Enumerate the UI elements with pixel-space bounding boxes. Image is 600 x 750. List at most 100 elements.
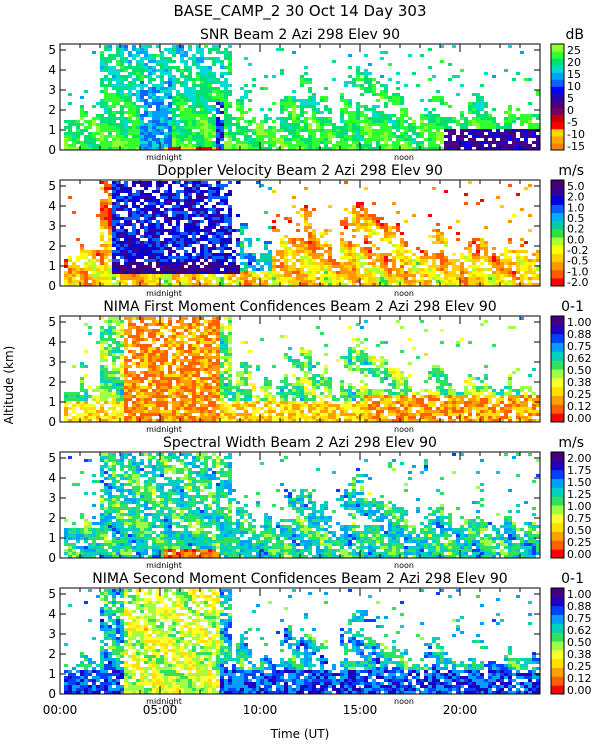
heatmap-cell (432, 99, 436, 102)
heatmap-cell (200, 181, 204, 184)
heatmap-cell (292, 114, 296, 117)
heatmap-cell (484, 72, 488, 75)
heatmap-cell (192, 138, 196, 141)
heatmap-cell (236, 277, 240, 280)
heatmap-cell (224, 217, 228, 220)
heatmap-cell (116, 250, 120, 253)
heatmap-cell (212, 135, 216, 138)
heatmap-cell (176, 229, 180, 232)
heatmap-cell (344, 181, 348, 184)
heatmap-cell (132, 217, 136, 220)
heatmap-cell (84, 350, 88, 353)
heatmap-cell (436, 256, 440, 259)
heatmap-cell (400, 262, 404, 265)
heatmap-cell (176, 69, 180, 72)
heatmap-cell (404, 280, 408, 283)
heatmap-cell (156, 75, 160, 78)
panel-title: NIMA First Moment Confidences Beam 2 Azi… (103, 299, 496, 315)
heatmap-cell (512, 132, 516, 135)
heatmap-cell (180, 350, 184, 353)
heatmap-cell (272, 135, 276, 138)
heatmap-cells (64, 45, 540, 150)
heatmap-cell (80, 283, 84, 286)
heatmap-cell (152, 214, 156, 217)
heatmap-cell (184, 329, 188, 332)
heatmap-cell (236, 147, 240, 150)
heatmap-cell (376, 256, 380, 259)
heatmap-cell (500, 144, 504, 147)
heatmap-cell (156, 202, 160, 205)
heatmap-cell (176, 320, 180, 323)
heatmap-cell (288, 105, 292, 108)
heatmap-cell (204, 144, 208, 147)
heatmap-cell (200, 123, 204, 126)
heatmap-cell (492, 247, 496, 250)
heatmap-cell (156, 386, 160, 389)
heatmap-cell (296, 244, 300, 247)
heatmap-cell (112, 416, 116, 419)
heatmap-cell (116, 111, 120, 114)
heatmap-cell (140, 416, 144, 419)
heatmap-cell (228, 69, 232, 72)
heatmap-cell (144, 232, 148, 235)
heatmap-cell (120, 81, 124, 84)
heatmap-cell (260, 283, 264, 286)
heatmap-cell (164, 238, 168, 241)
heatmap-cell (200, 244, 204, 247)
heatmap-cell (268, 277, 272, 280)
heatmap-cell (296, 114, 300, 117)
heatmap-cell (132, 389, 136, 392)
heatmap-cell (76, 138, 80, 141)
heatmap-cell (152, 87, 156, 90)
heatmap-cell (116, 229, 120, 232)
heatmap-cell (440, 283, 444, 286)
heatmap-cell (220, 202, 224, 205)
heatmap-cell (364, 114, 368, 117)
heatmap-cell (464, 129, 468, 132)
heatmap-cell (108, 226, 112, 229)
heatmap-cell (336, 129, 340, 132)
heatmap-cell (164, 57, 168, 60)
heatmap-cell (240, 250, 244, 253)
heatmap-cell (152, 320, 156, 323)
heatmap-cell (176, 238, 180, 241)
heatmap-cell (168, 386, 172, 389)
heatmap-cell (148, 217, 152, 220)
heatmap-cell (368, 223, 372, 226)
heatmap-cell (192, 96, 196, 99)
heatmap-cell (144, 111, 148, 114)
heatmap-cell (192, 120, 196, 123)
heatmap-cell (468, 244, 472, 247)
heatmap-cell (388, 226, 392, 229)
heatmap-cell (144, 419, 148, 422)
heatmap-cell (80, 111, 84, 114)
heatmap-cell (240, 144, 244, 147)
heatmap-cell (428, 235, 432, 238)
heatmap-cell (248, 108, 252, 111)
heatmap-cell (428, 138, 432, 141)
heatmap-cell (148, 235, 152, 238)
heatmap-cell (180, 277, 184, 280)
heatmap-cell (472, 111, 476, 114)
heatmap-cell (180, 72, 184, 75)
heatmap-cell (388, 135, 392, 138)
heatmap-cell (456, 138, 460, 141)
panel-1: SNR Beam 2 Azi 298 Elev 90 dB012345midnig… (48, 27, 585, 162)
heatmap-cell (212, 187, 216, 190)
heatmap-cell (196, 96, 200, 99)
heatmap-cell (140, 129, 144, 132)
heatmap-cell (200, 81, 204, 84)
heatmap-cell (264, 244, 268, 247)
heatmap-cell (104, 208, 108, 211)
heatmap-cell (404, 271, 408, 274)
heatmap-cell (172, 78, 176, 81)
heatmap-cell (200, 220, 204, 223)
heatmap-cell (528, 132, 532, 135)
heatmap-cell (224, 114, 228, 117)
heatmap-cell (112, 78, 116, 81)
heatmap-cell (144, 199, 148, 202)
heatmap-cell (236, 99, 240, 102)
heatmap-cell (224, 277, 228, 280)
heatmap-cell (188, 90, 192, 93)
heatmap-cell (124, 265, 128, 268)
